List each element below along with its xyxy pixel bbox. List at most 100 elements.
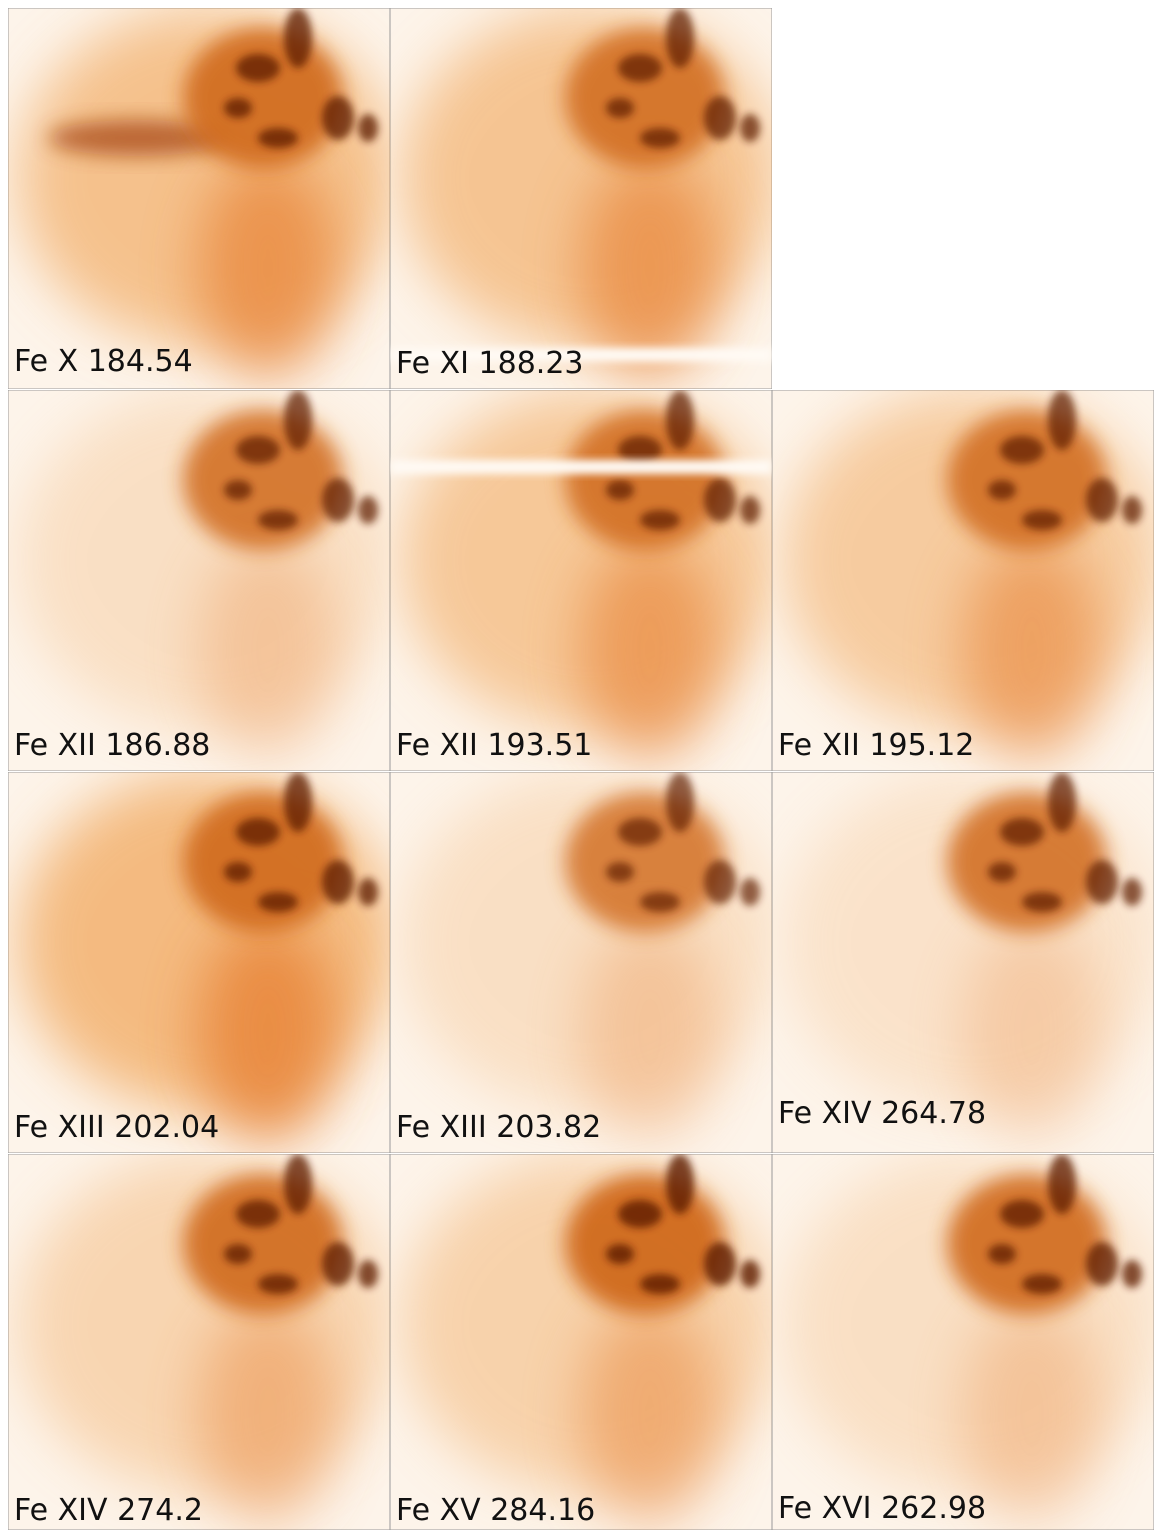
panel bbox=[390, 8, 780, 389]
dark-knot bbox=[666, 390, 694, 450]
dark-knot bbox=[284, 390, 312, 450]
fan-emission bbox=[962, 540, 1102, 760]
panel bbox=[8, 1154, 398, 1530]
dark-knot bbox=[1000, 1200, 1044, 1228]
dark-knot bbox=[236, 1200, 280, 1228]
dark-knot bbox=[1048, 772, 1076, 832]
panel bbox=[390, 772, 780, 1153]
dark-knot bbox=[666, 1154, 694, 1214]
figure: Fe X 184.54Fe XI 188.23Fe XII 186.88Fe X… bbox=[0, 0, 1155, 1530]
dark-knot bbox=[740, 496, 760, 524]
panel-label: Fe XVI 262.98 bbox=[778, 1491, 986, 1526]
panel-label: Fe XII 186.88 bbox=[14, 728, 210, 763]
dark-knot bbox=[666, 772, 694, 832]
panel-label: Fe XIII 203.82 bbox=[396, 1110, 601, 1145]
dark-knot bbox=[284, 1154, 312, 1214]
dark-knot bbox=[1122, 496, 1142, 524]
fan-emission bbox=[198, 922, 338, 1142]
dark-knot bbox=[640, 128, 680, 148]
dark-knot bbox=[1086, 860, 1118, 904]
dark-knot bbox=[236, 436, 280, 464]
dark-knot bbox=[322, 1242, 354, 1286]
dark-knot bbox=[618, 54, 662, 82]
dark-knot bbox=[606, 98, 634, 118]
dark-knot bbox=[258, 510, 298, 530]
dark-knot bbox=[258, 892, 298, 912]
panel-label: Fe XI 188.23 bbox=[396, 346, 584, 381]
panel-label: Fe XII 193.51 bbox=[396, 728, 592, 763]
dark-knot bbox=[988, 480, 1016, 500]
fan-emission bbox=[198, 540, 338, 760]
panel bbox=[8, 772, 398, 1153]
dark-knot bbox=[358, 114, 378, 142]
fan-emission bbox=[580, 158, 720, 378]
dark-knot bbox=[618, 818, 662, 846]
dark-knot bbox=[224, 1244, 252, 1264]
panel-label: Fe XIII 202.04 bbox=[14, 1110, 219, 1145]
dark-knot bbox=[618, 436, 662, 464]
panel-label: Fe XII 195.12 bbox=[778, 728, 974, 763]
dark-knot bbox=[284, 8, 312, 68]
panel bbox=[390, 1154, 780, 1530]
dark-knot bbox=[704, 478, 736, 522]
dark-knot bbox=[1000, 436, 1044, 464]
dark-knot bbox=[988, 862, 1016, 882]
dark-knot bbox=[606, 862, 634, 882]
fan-emission bbox=[580, 540, 720, 760]
dark-knot bbox=[322, 478, 354, 522]
panel bbox=[8, 8, 398, 389]
dark-knot bbox=[988, 1244, 1016, 1264]
dark-knot bbox=[1048, 1154, 1076, 1214]
active-region bbox=[183, 1174, 343, 1314]
dark-knot bbox=[740, 114, 760, 142]
panel bbox=[772, 390, 1155, 771]
dark-knot bbox=[740, 878, 760, 906]
dark-knot bbox=[704, 1242, 736, 1286]
dark-knot bbox=[322, 860, 354, 904]
fan-emission bbox=[580, 1304, 720, 1524]
dark-knot bbox=[640, 510, 680, 530]
dark-knot bbox=[224, 98, 252, 118]
panel-label: Fe XIV 274.2 bbox=[14, 1493, 203, 1528]
dark-knot bbox=[1022, 510, 1062, 530]
dark-knot bbox=[666, 8, 694, 68]
panel bbox=[8, 390, 398, 771]
dark-knot bbox=[236, 818, 280, 846]
dark-knot bbox=[236, 54, 280, 82]
panel bbox=[390, 390, 780, 771]
dark-knot bbox=[640, 892, 680, 912]
dark-knot bbox=[704, 860, 736, 904]
fan-emission bbox=[198, 1304, 338, 1524]
fan-emission bbox=[198, 158, 338, 378]
dark-knot bbox=[1086, 478, 1118, 522]
active-region bbox=[947, 792, 1107, 932]
panel-label: Fe XIV 264.78 bbox=[778, 1096, 986, 1131]
dark-knot bbox=[640, 1274, 680, 1294]
dark-knot bbox=[1022, 1274, 1062, 1294]
active-region bbox=[565, 1174, 725, 1314]
active-region bbox=[947, 410, 1107, 550]
active-region bbox=[183, 28, 343, 168]
dark-knot bbox=[740, 1260, 760, 1288]
active-region bbox=[565, 410, 725, 550]
dark-knot bbox=[606, 1244, 634, 1264]
dark-knot bbox=[1122, 1260, 1142, 1288]
active-region bbox=[565, 28, 725, 168]
dark-knot bbox=[358, 496, 378, 524]
active-region bbox=[947, 1174, 1107, 1314]
dark-knot bbox=[704, 96, 736, 140]
dark-knot bbox=[224, 862, 252, 882]
dark-knot bbox=[606, 480, 634, 500]
dark-knot bbox=[224, 480, 252, 500]
dark-knot bbox=[618, 1200, 662, 1228]
active-region bbox=[183, 792, 343, 932]
fan-emission bbox=[580, 922, 720, 1142]
dark-knot bbox=[358, 878, 378, 906]
dark-knot bbox=[258, 128, 298, 148]
dark-knot bbox=[1048, 390, 1076, 450]
dark-knot bbox=[358, 1260, 378, 1288]
dark-knot bbox=[284, 772, 312, 832]
active-region bbox=[183, 410, 343, 550]
panel bbox=[772, 1154, 1155, 1530]
dark-knot bbox=[258, 1274, 298, 1294]
